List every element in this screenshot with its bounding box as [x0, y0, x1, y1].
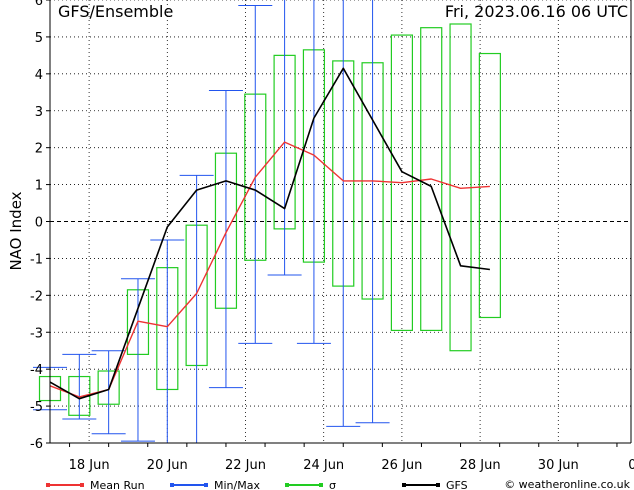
- legend: Mean Run Min/Max σ GFS: [46, 479, 468, 490]
- y-tick-label: -6: [30, 437, 43, 452]
- legend-marker: [319, 483, 323, 487]
- y-tick-label: 6: [35, 0, 43, 9]
- grid: [50, 0, 631, 444]
- y-tick-label: 1: [35, 179, 43, 194]
- y-tick-label: -4: [30, 363, 43, 378]
- x-tick-label: 30 Jun: [538, 458, 579, 473]
- y-tick-labels: -6 -5 -4 -3 -2 -1 0 1 2 3 4 5 6: [30, 0, 50, 452]
- y-tick-label: 0: [35, 216, 43, 231]
- x-tick-label: 20 Jun: [147, 458, 188, 473]
- series-line-mean-run: [49, 141, 490, 398]
- legend-marker: [170, 483, 174, 487]
- y-tick-label: 5: [35, 31, 43, 46]
- y-axis-label: NAO Index: [7, 191, 25, 270]
- chart-title: GFS/Ensemble: [58, 2, 173, 21]
- y-tick-label: 2: [35, 142, 43, 157]
- y-tick-label: 3: [35, 105, 43, 120]
- y-tick-label: -3: [30, 326, 43, 341]
- legend-marker: [436, 483, 440, 487]
- series-line-gfs: [49, 67, 491, 400]
- legend-label: σ: [329, 479, 336, 490]
- legend-label: GFS: [446, 479, 468, 490]
- y-tick-label: -5: [30, 400, 43, 415]
- legend-marker: [80, 483, 84, 487]
- x-tick-label: 18 Jun: [69, 458, 110, 473]
- minmax-bars: [33, 0, 390, 443]
- x-tick-labels: 18 Jun 20 Jun 22 Jun 24 Jun 26 Jun 28 Jun 30 J…: [69, 443, 634, 473]
- series-lines: [49, 67, 491, 400]
- y-tick-label: -2: [30, 289, 43, 304]
- sigma-box: [420, 27, 443, 332]
- y-tick-label: -1: [30, 252, 43, 267]
- run-timestamp: Fri, 2023.06.16 06 UTC: [445, 2, 628, 21]
- x-tick-label: 24 Jun: [303, 458, 344, 473]
- y-tick-label: 4: [35, 68, 43, 83]
- x-tick-label: 26 Jun: [381, 458, 422, 473]
- legend-label: Mean Run: [90, 479, 145, 490]
- legend-marker: [285, 483, 289, 487]
- sigma-box: [478, 52, 501, 319]
- credit: © weatheronline.co.uk: [504, 478, 630, 490]
- x-tick-label: 02: [628, 458, 634, 473]
- legend-label: Min/Max: [214, 479, 260, 490]
- legend-marker: [204, 483, 208, 487]
- legend-marker: [402, 483, 406, 487]
- x-tick-label: 28 Jun: [460, 458, 501, 473]
- legend-marker: [46, 483, 50, 487]
- x-tick-label: 22 Jun: [225, 458, 266, 473]
